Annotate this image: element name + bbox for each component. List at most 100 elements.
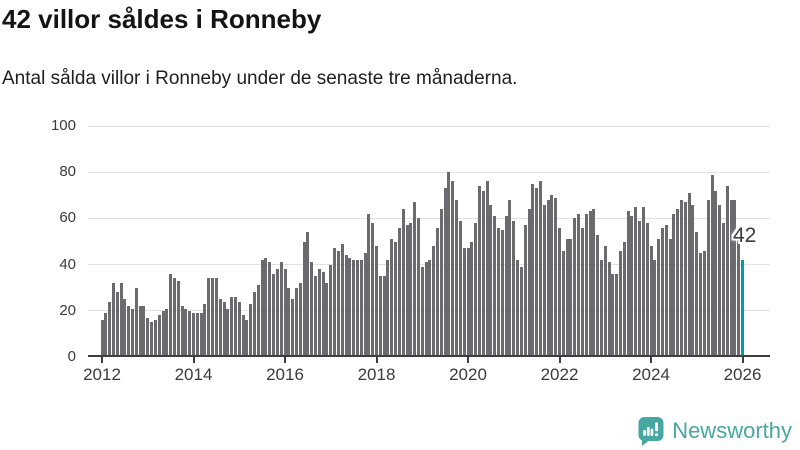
bar	[615, 273, 619, 357]
bar	[714, 190, 718, 357]
bar	[558, 227, 561, 357]
bar	[523, 225, 527, 357]
bar	[466, 248, 470, 357]
bar	[199, 313, 203, 357]
bar	[176, 280, 180, 357]
bar	[504, 216, 508, 357]
bar	[264, 257, 268, 357]
bar	[474, 223, 478, 357]
bar	[550, 195, 554, 357]
bar	[329, 264, 333, 357]
bar	[214, 278, 218, 357]
bar	[584, 213, 588, 357]
bar	[493, 216, 497, 357]
bar	[119, 283, 123, 357]
bar	[592, 209, 596, 357]
bar	[359, 259, 363, 357]
bar	[131, 308, 134, 357]
bar	[336, 250, 340, 357]
y-axis-label: 20	[59, 301, 76, 319]
bar	[272, 273, 276, 357]
bar	[420, 266, 424, 357]
bar	[622, 241, 626, 357]
bar	[451, 181, 455, 357]
y-axis-label: 80	[59, 163, 76, 181]
bar	[192, 313, 195, 357]
bar	[676, 209, 680, 357]
bar	[180, 306, 184, 357]
bar	[291, 299, 295, 357]
bar	[512, 220, 516, 357]
bar	[634, 206, 638, 357]
bar	[470, 241, 474, 357]
bar	[321, 271, 325, 357]
gridline	[88, 125, 770, 127]
bar	[409, 223, 413, 357]
bar	[104, 313, 108, 357]
y-axis-label: 60	[59, 209, 76, 227]
bar	[249, 303, 253, 357]
bar	[256, 285, 260, 357]
bar	[401, 209, 405, 357]
bar	[485, 181, 489, 357]
bar	[230, 296, 234, 357]
bar	[405, 225, 409, 357]
bar	[680, 199, 683, 357]
bar	[123, 299, 127, 357]
bar	[111, 283, 115, 357]
bar	[142, 306, 146, 357]
bar	[115, 292, 119, 357]
bar	[554, 197, 558, 357]
bar	[134, 287, 138, 357]
bar	[455, 199, 459, 357]
bar	[718, 204, 722, 357]
bar	[207, 278, 211, 357]
bar	[218, 299, 222, 357]
x-axis-label: 2020	[449, 365, 487, 384]
bar	[333, 248, 337, 357]
bar	[588, 211, 592, 357]
bar	[355, 259, 359, 357]
y-axis-label: 100	[50, 117, 76, 134]
highlight-bar	[741, 259, 744, 357]
bar	[641, 206, 645, 357]
bar	[394, 241, 398, 357]
bar	[184, 308, 188, 357]
bar	[325, 283, 329, 357]
bar	[268, 262, 272, 357]
bar	[706, 199, 710, 357]
bar	[649, 246, 653, 357]
bar	[146, 317, 150, 357]
bar	[561, 250, 565, 357]
gridline	[88, 217, 770, 219]
bar	[546, 199, 550, 357]
gridline	[88, 171, 770, 173]
bar	[519, 266, 523, 357]
bar	[691, 204, 695, 357]
axis-tick	[375, 357, 378, 363]
bar	[241, 315, 245, 357]
bar	[443, 188, 447, 357]
chart-subtitle: Antal sålda villor i Ronneby under de se…	[2, 68, 518, 89]
bar	[100, 320, 104, 357]
bar	[527, 209, 531, 357]
bar	[367, 213, 371, 357]
bar	[737, 229, 741, 357]
bar	[378, 276, 382, 357]
bar	[477, 186, 481, 357]
page-title: 42 villor såldes i Ronneby	[2, 4, 322, 34]
bar	[721, 223, 725, 357]
bar	[127, 306, 131, 357]
x-axis-label: 2024	[632, 365, 670, 384]
bar	[569, 239, 573, 357]
bar	[397, 227, 401, 357]
bar	[172, 278, 176, 357]
bar	[211, 278, 215, 357]
bar	[169, 273, 173, 357]
bar	[447, 172, 451, 357]
bar	[310, 262, 314, 357]
bar	[580, 227, 584, 357]
bar	[702, 250, 706, 357]
bar	[382, 276, 386, 357]
bar	[108, 301, 112, 357]
